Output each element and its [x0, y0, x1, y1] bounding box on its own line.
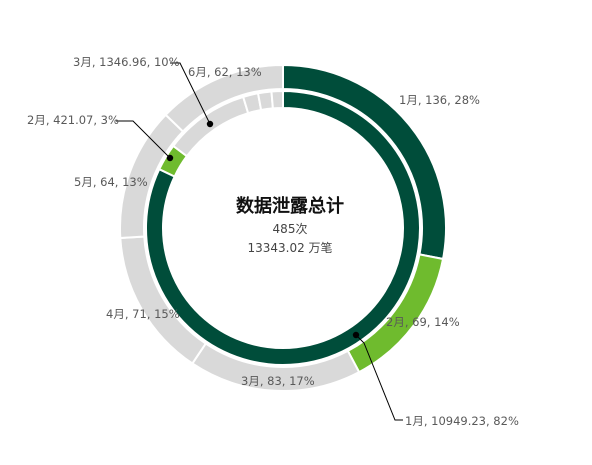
outer-label-6: 6月, 62, 13% — [188, 65, 262, 79]
outer-label-2: 2月, 69, 14% — [386, 315, 460, 329]
outer-label-1: 1月, 136, 28% — [399, 93, 480, 107]
inner-leader-dot-1 — [352, 331, 360, 339]
center-count: 485次 — [273, 222, 308, 236]
inner-label-3: 3月, 1346.96, 10% — [73, 55, 180, 69]
inner-slice-6 — [270, 89, 284, 110]
inner-label-2: 2月, 421.07, 3% — [27, 113, 119, 127]
leader-lines — [116, 62, 403, 421]
inner-leader-dot-3 — [206, 120, 214, 128]
inner-label-1: 1月, 10949.23, 82% — [405, 414, 519, 428]
inner-slice-1 — [145, 89, 421, 366]
outer-label-3: 3月, 83, 17% — [241, 374, 315, 388]
inner-leader-1 — [355, 334, 403, 421]
outer-label-4: 4月, 71, 15% — [106, 307, 180, 321]
inner-leader-2 — [116, 120, 171, 159]
inner-leader-dot-2 — [166, 154, 174, 162]
outer-label-5: 5月, 64, 13% — [74, 175, 148, 189]
center-title: 数据泄露总计 — [236, 195, 344, 217]
outer-ring — [119, 63, 447, 392]
inner-slice-5 — [256, 90, 274, 112]
inner-leader-3 — [170, 62, 211, 125]
slice-labels: 1月, 136, 28% 2月, 69, 14% 3月, 83, 17% 4月, 71… — [27, 55, 519, 428]
outer-slice-6 — [164, 63, 284, 133]
center-volume: 13343.02 万笔 — [247, 240, 332, 255]
